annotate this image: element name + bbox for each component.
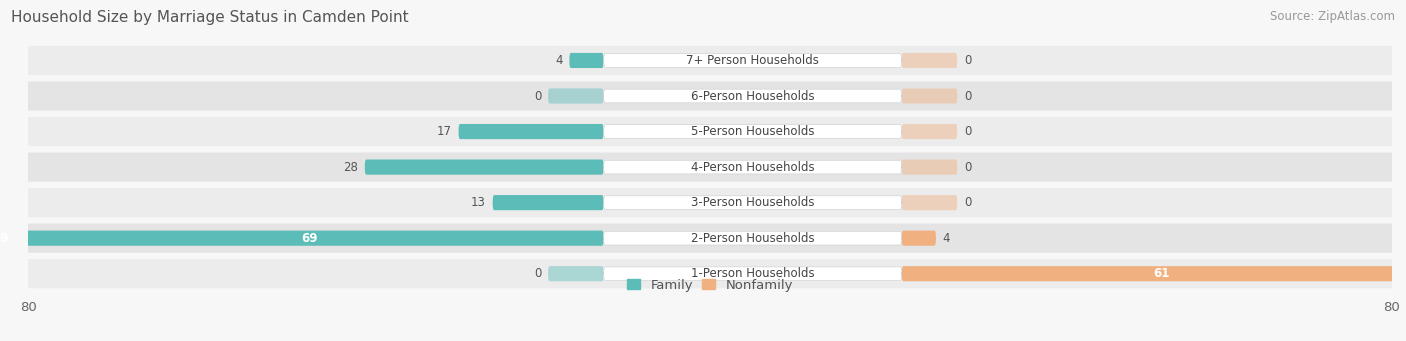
FancyBboxPatch shape xyxy=(901,266,1406,281)
Text: 0: 0 xyxy=(534,89,541,103)
Text: 0: 0 xyxy=(965,54,972,67)
Text: 4: 4 xyxy=(943,232,950,245)
FancyBboxPatch shape xyxy=(492,195,603,210)
FancyBboxPatch shape xyxy=(603,196,901,209)
FancyBboxPatch shape xyxy=(20,259,1400,288)
FancyBboxPatch shape xyxy=(603,160,901,174)
Text: 5-Person Households: 5-Person Households xyxy=(690,125,814,138)
Text: Household Size by Marriage Status in Camden Point: Household Size by Marriage Status in Cam… xyxy=(11,10,409,25)
Legend: Family, Nonfamily: Family, Nonfamily xyxy=(627,279,793,292)
FancyBboxPatch shape xyxy=(15,231,603,246)
Text: 61: 61 xyxy=(1153,267,1170,280)
Text: 17: 17 xyxy=(437,125,451,138)
Text: 1-Person Households: 1-Person Households xyxy=(690,267,814,280)
Text: 69: 69 xyxy=(0,232,8,245)
Text: 69: 69 xyxy=(301,232,318,245)
Text: 0: 0 xyxy=(965,196,972,209)
FancyBboxPatch shape xyxy=(901,124,957,139)
Text: 28: 28 xyxy=(343,161,359,174)
Text: 0: 0 xyxy=(965,125,972,138)
Text: 4: 4 xyxy=(555,54,562,67)
Text: 7+ Person Households: 7+ Person Households xyxy=(686,54,820,67)
FancyBboxPatch shape xyxy=(548,266,603,281)
FancyBboxPatch shape xyxy=(364,160,603,175)
FancyBboxPatch shape xyxy=(458,124,603,139)
FancyBboxPatch shape xyxy=(603,231,901,245)
FancyBboxPatch shape xyxy=(20,188,1400,217)
FancyBboxPatch shape xyxy=(901,195,957,210)
Text: 2-Person Households: 2-Person Households xyxy=(690,232,814,245)
Text: 0: 0 xyxy=(534,267,541,280)
FancyBboxPatch shape xyxy=(901,160,957,175)
FancyBboxPatch shape xyxy=(20,152,1400,182)
Text: 0: 0 xyxy=(965,89,972,103)
Text: 0: 0 xyxy=(965,161,972,174)
Text: 13: 13 xyxy=(471,196,486,209)
FancyBboxPatch shape xyxy=(20,46,1400,75)
FancyBboxPatch shape xyxy=(603,267,901,281)
FancyBboxPatch shape xyxy=(901,231,936,246)
FancyBboxPatch shape xyxy=(901,53,957,68)
FancyBboxPatch shape xyxy=(20,224,1400,253)
FancyBboxPatch shape xyxy=(548,88,603,104)
Text: 3-Person Households: 3-Person Households xyxy=(690,196,814,209)
Text: 4-Person Households: 4-Person Households xyxy=(690,161,814,174)
FancyBboxPatch shape xyxy=(901,88,957,104)
FancyBboxPatch shape xyxy=(603,89,901,103)
FancyBboxPatch shape xyxy=(569,53,603,68)
FancyBboxPatch shape xyxy=(20,117,1400,146)
FancyBboxPatch shape xyxy=(20,81,1400,110)
FancyBboxPatch shape xyxy=(603,125,901,138)
Text: 6-Person Households: 6-Person Households xyxy=(690,89,814,103)
FancyBboxPatch shape xyxy=(603,54,901,67)
Text: Source: ZipAtlas.com: Source: ZipAtlas.com xyxy=(1270,10,1395,23)
